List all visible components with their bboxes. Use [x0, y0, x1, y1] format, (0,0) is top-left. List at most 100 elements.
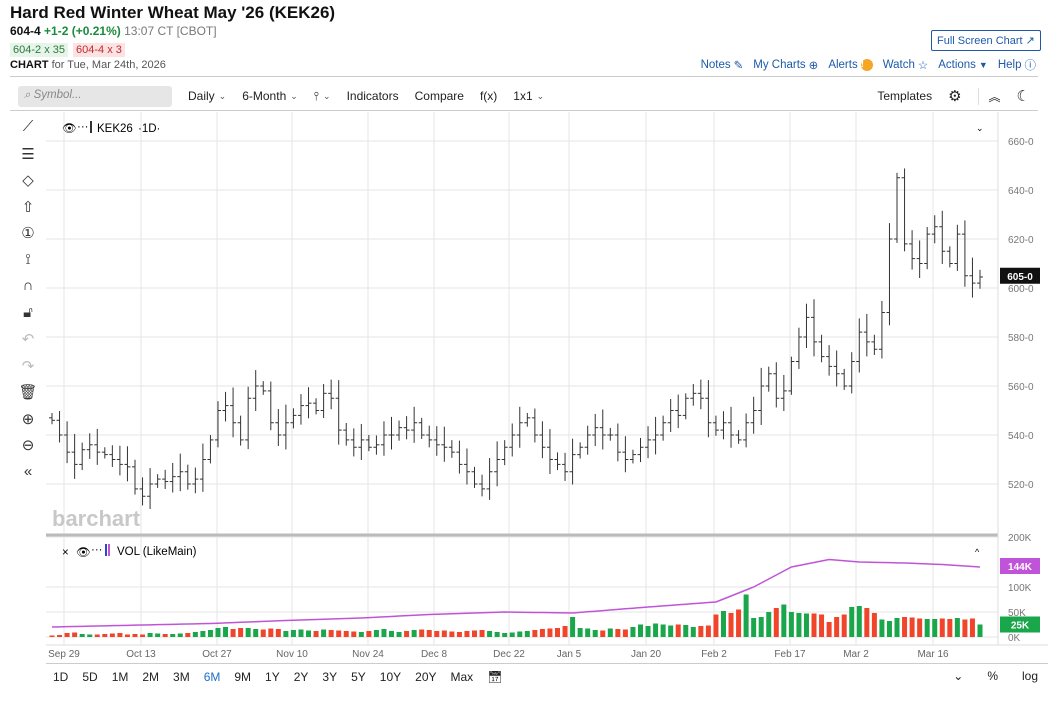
symbol-placeholder: Symbol...: [33, 88, 82, 101]
ohlc-bar: [531, 408, 538, 443]
ohlc-bar: [282, 404, 289, 450]
layout-dropdown[interactable]: 1x1 ⌄: [513, 89, 544, 103]
volume-bar: [230, 629, 236, 637]
volume-bar: [554, 628, 560, 637]
ohlc-bar: [403, 416, 410, 440]
compare-button[interactable]: Compare: [414, 89, 464, 103]
actions-menu[interactable]: Actions ▼: [938, 59, 988, 71]
templates-button[interactable]: Templates: [877, 89, 933, 103]
percent-toggle[interactable]: %: [987, 669, 998, 683]
ohlc-bar: [207, 435, 214, 464]
volume-bar: [396, 632, 402, 637]
chevron-down-icon[interactable]: ⌄: [976, 123, 984, 133]
range-5d[interactable]: 5D: [82, 670, 98, 684]
eye-icon[interactable]: 👁︎: [62, 123, 77, 135]
volume-bar: [819, 614, 825, 637]
line-tool-icon[interactable]: ⟋: [22, 118, 34, 135]
volume-bar: [668, 625, 674, 637]
ohlc-bar: [577, 442, 584, 459]
log-toggle[interactable]: log: [1021, 669, 1038, 683]
measure-tool-icon[interactable]: ⟟: [25, 250, 31, 268]
expand-icon[interactable]: ⌄: [953, 669, 964, 683]
notes-link[interactable]: Notes ✎: [701, 58, 744, 72]
range-1d[interactable]: 1D: [53, 670, 69, 684]
shape-tool-icon[interactable]: ◇: [22, 172, 34, 189]
range-5y[interactable]: 5Y: [351, 670, 366, 684]
fx-button[interactable]: f(x): [479, 89, 498, 103]
notes-label: Notes: [700, 59, 731, 71]
ohlc-bar: [184, 464, 191, 490]
ohlc-bar: [343, 422, 350, 446]
range-3m[interactable]: 3M: [173, 670, 190, 684]
ohlc-bar: [886, 223, 893, 326]
volume-bar: [713, 614, 719, 637]
ohlc-bar: [297, 394, 304, 425]
volume-bar: [607, 628, 613, 637]
lock-icon[interactable]: 🔓︎: [23, 303, 33, 321]
ohlc-bar: [463, 448, 470, 485]
range-9m[interactable]: 9M: [234, 670, 252, 684]
magnet-icon[interactable]: ∩: [22, 277, 34, 294]
like-main-label: 144K: [1000, 558, 1040, 574]
volume-bar: [962, 619, 968, 637]
annotation-tool-icon[interactable]: ①: [21, 225, 35, 242]
interval-dropdown[interactable]: Daily ⌄: [188, 89, 226, 103]
gear-icon[interactable]: ⚙: [948, 88, 962, 105]
undo-icon[interactable]: ↶: [21, 331, 35, 348]
alerts-link[interactable]: Alerts!: [828, 59, 873, 71]
more-icon[interactable]: ···: [77, 121, 89, 133]
period-dropdown[interactable]: 6-Month ⌄: [242, 89, 298, 103]
range-1m[interactable]: 1M: [111, 670, 129, 684]
close-icon[interactable]: ×: [62, 547, 69, 559]
range-6m[interactable]: 6M: [203, 670, 221, 684]
ohlc-bar: [562, 452, 569, 481]
fibonacci-tool-icon[interactable]: ☰: [21, 145, 35, 163]
calendar-icon[interactable]: 📅︎: [487, 670, 503, 684]
ohlc-bar: [101, 447, 108, 459]
ohlc-bar: [765, 366, 772, 392]
range-2y[interactable]: 2Y: [293, 670, 309, 684]
arrow-tool-icon[interactable]: ⇧: [21, 198, 35, 216]
watch-link[interactable]: Watch ☆: [883, 58, 928, 72]
date-tick: Oct 27: [202, 649, 232, 660]
collapse-pane-icon[interactable]: ^: [975, 547, 980, 557]
range-20y[interactable]: 20Y: [415, 670, 437, 684]
collapse-sidebar-icon[interactable]: «: [23, 462, 33, 480]
ohlc-bar: [252, 370, 259, 411]
help-link[interactable]: Help ⓘ: [998, 57, 1036, 73]
dark-mode-icon[interactable]: ☾: [1016, 88, 1030, 105]
page-title: Hard Red Winter Wheat May '26 (KEK26): [10, 3, 336, 22]
series-color-marker: [108, 544, 110, 556]
zoom-out-icon[interactable]: ⊖: [21, 437, 35, 454]
zoom-in-icon[interactable]: ⊕: [21, 410, 35, 428]
ohlc-bar: [569, 438, 576, 485]
full-screen-chart-button[interactable]: Full Screen Chart ↗: [931, 30, 1041, 51]
collapse-icon[interactable]: ︽: [977, 87, 1001, 105]
range-1y[interactable]: 1Y: [265, 670, 280, 684]
volume-bar: [532, 630, 538, 637]
symbol-search-input[interactable]: ⌕ Symbol...: [18, 85, 172, 107]
range-3y[interactable]: 3Y: [322, 670, 338, 684]
indicators-button[interactable]: Indicators: [346, 89, 399, 103]
volume-bar: [570, 617, 576, 637]
chart-type-dropdown[interactable]: ⫯ ⌄: [314, 89, 331, 104]
range-max[interactable]: Max: [450, 670, 474, 684]
ohlc-bar: [441, 426, 448, 462]
eye-icon[interactable]: 👁︎: [76, 547, 91, 559]
divider: [10, 76, 1038, 77]
my-charts-link[interactable]: My Charts ⊕: [753, 58, 818, 72]
trash-icon[interactable]: 🗑︎: [18, 384, 38, 401]
bottom-right-controls: ⌄ % log: [953, 669, 1038, 683]
caret-down-icon: ▼: [978, 60, 988, 70]
volume-bar: [758, 617, 764, 637]
redo-icon[interactable]: ↷: [21, 357, 35, 375]
ohlc-bar: [977, 269, 983, 289]
range-2m[interactable]: 2M: [142, 670, 160, 684]
ask-badge: 604-4 x 3: [73, 43, 125, 57]
more-icon[interactable]: ···: [91, 544, 103, 556]
price-chart[interactable]: barchart 👁︎ ··· KEK26 ·1D· ⌄ × 👁︎ ··· VO…: [0, 0, 1048, 665]
ohlc-bar: [878, 300, 885, 359]
volume-bar: [834, 617, 840, 637]
bid-badge: 604-2 x 35: [10, 43, 68, 57]
range-10y[interactable]: 10Y: [379, 670, 402, 684]
